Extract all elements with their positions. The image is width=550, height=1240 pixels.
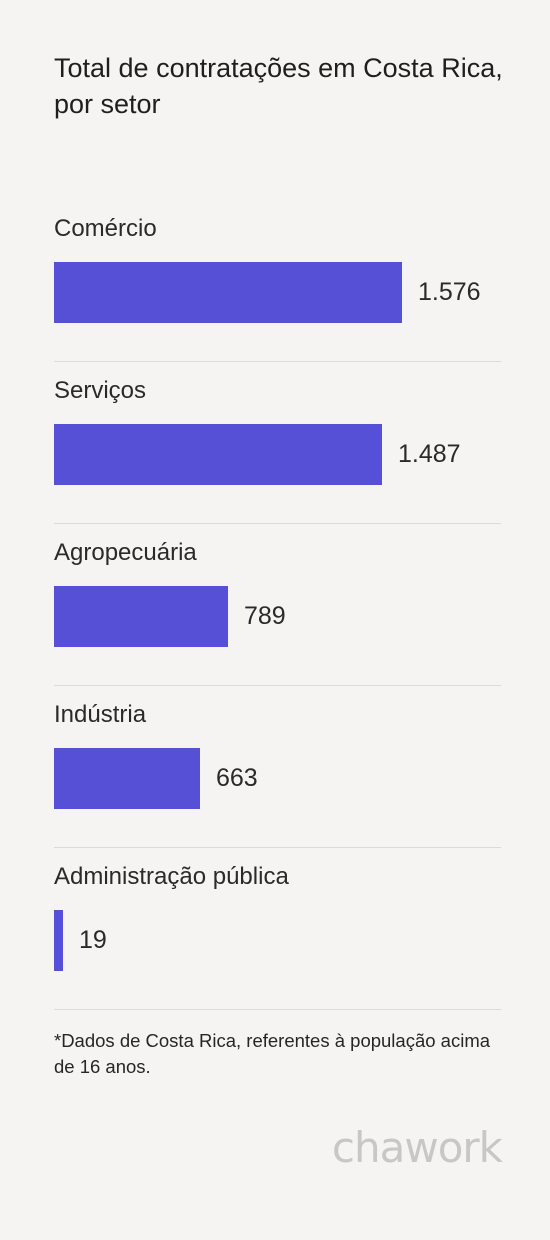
bar [54, 910, 63, 971]
bar-row: Comércio 1.576 [54, 200, 501, 362]
category-label: Administração pública [54, 863, 289, 890]
bar [54, 424, 382, 485]
value-label: 1.576 [418, 278, 481, 306]
bar-row: Administração pública 19 [54, 848, 501, 1010]
bar-chart: Comércio 1.576 Serviços 1.487 Agropecuária 78… [54, 200, 501, 1010]
bar-row: Indústria 663 [54, 686, 501, 848]
value-label: 789 [244, 602, 286, 630]
category-label: Comércio [54, 215, 157, 242]
footnote: *Dados de Costa Rica, referentes à popul… [54, 1030, 491, 1077]
bar [54, 748, 200, 809]
bar-row: Serviços 1.487 [54, 362, 501, 524]
bar [54, 262, 402, 323]
value-label: 663 [216, 764, 258, 792]
bar [54, 586, 228, 647]
category-label: Indústria [54, 701, 147, 728]
value-label: 19 [79, 926, 107, 954]
brand-logo: chawork [331, 1123, 503, 1172]
bar-row: Agropecuária 789 [54, 524, 501, 686]
category-label: Agropecuária [54, 539, 197, 566]
category-label: Serviços [54, 377, 147, 404]
chart-title: Total de contratações em Costa Rica, por… [54, 53, 503, 119]
value-label: 1.487 [398, 440, 461, 468]
